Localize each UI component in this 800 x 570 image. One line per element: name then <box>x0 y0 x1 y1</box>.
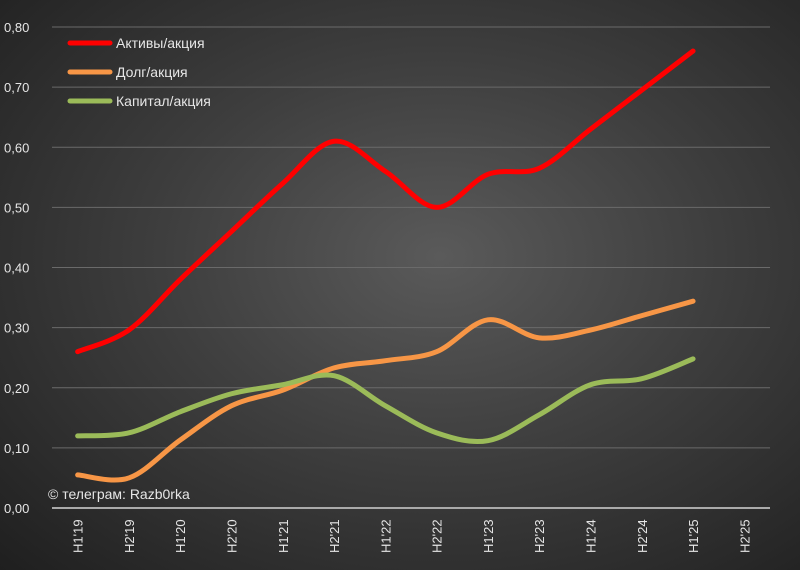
y-tick-label: 0,60 <box>4 140 29 155</box>
x-tick-label: H1'22 <box>378 519 393 553</box>
x-tick-label: H1'20 <box>173 519 188 553</box>
y-tick-label: 0,00 <box>4 501 29 516</box>
x-tick-label: H2'24 <box>635 519 650 553</box>
y-tick-label: 0,40 <box>4 261 29 276</box>
x-tick-label: H1'19 <box>71 519 86 553</box>
series-line-2 <box>75 356 696 445</box>
x-tick-label: H2'19 <box>122 519 137 553</box>
watermark-annotation: © телеграм: Razb0rka <box>48 486 190 502</box>
legend-label: Долг/акция <box>116 64 188 80</box>
y-tick-label: 0,20 <box>4 381 29 396</box>
legend-label: Активы/акция <box>116 35 205 51</box>
legend-label: Капитал/акция <box>116 93 211 109</box>
x-tick-label: H1'25 <box>686 519 701 553</box>
x-tick-label: H1'23 <box>481 519 496 553</box>
x-tick-label: H2'23 <box>532 519 547 553</box>
y-tick-label: 0,80 <box>4 20 29 35</box>
x-tick-label: H1'21 <box>276 519 291 553</box>
y-tick-label: 0,70 <box>4 80 29 95</box>
y-tick-label: 0,10 <box>4 441 29 456</box>
x-tick-label: H2'20 <box>225 519 240 553</box>
x-tick-label: H1'24 <box>584 519 599 553</box>
x-tick-label: H2'21 <box>327 519 342 553</box>
x-tick-label: H2'22 <box>430 519 445 553</box>
y-tick-label: 0,30 <box>4 321 29 336</box>
y-tick-label: 0,50 <box>4 200 29 215</box>
x-tick-label: H2'25 <box>737 519 752 553</box>
